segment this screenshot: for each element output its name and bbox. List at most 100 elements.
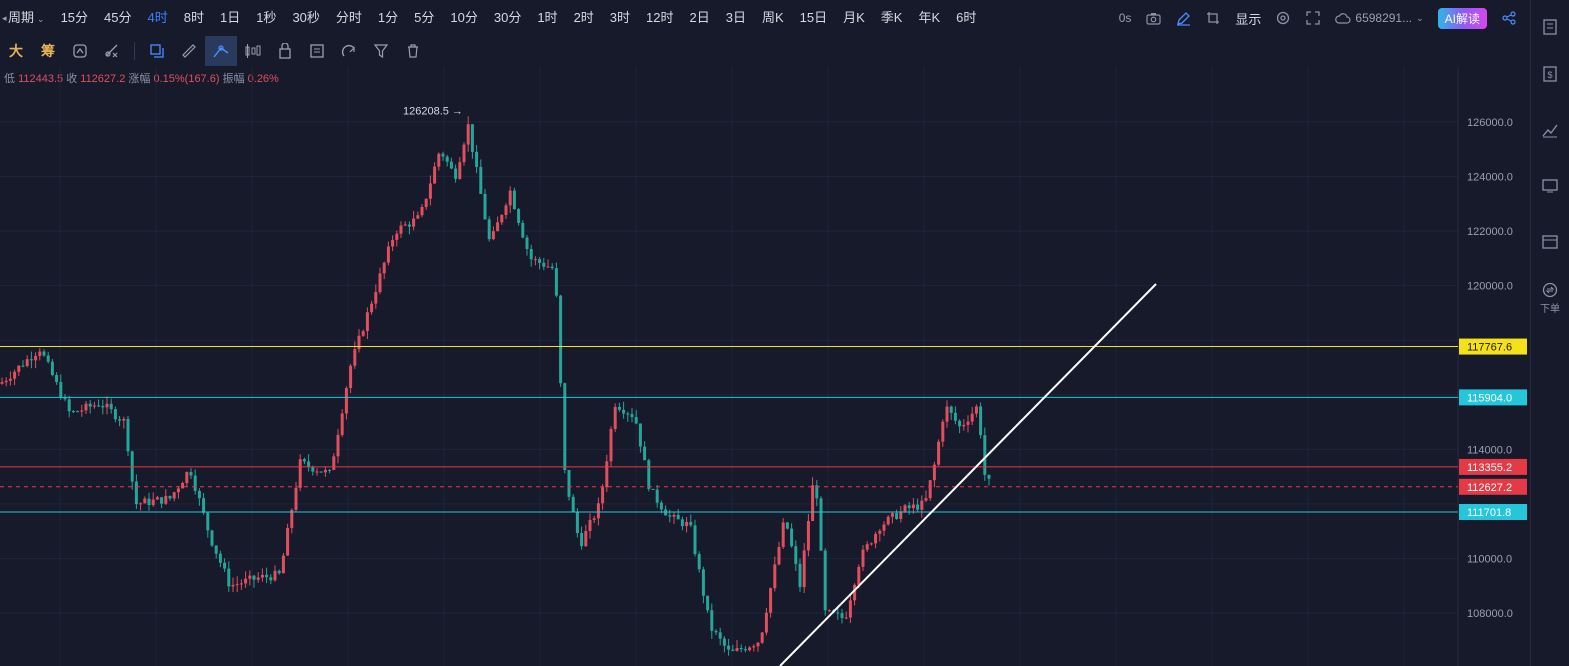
timeframe-2[interactable]: 4时 [147,10,168,25]
candle-body [760,632,764,643]
chevron-down-icon: ⌄ [37,14,45,24]
price-tick: 110000.0 [1467,553,1512,565]
candle-body [382,262,386,274]
candle-body [895,513,899,519]
timeframe-21[interactable]: 季K [880,10,903,25]
candle-body [802,550,806,588]
share-icon[interactable] [1501,10,1517,26]
place-order-button[interactable]: 下单 [1531,270,1569,326]
timeframe-1[interactable]: 45分 [104,10,132,25]
candle-body [903,505,907,512]
fullscreen-icon[interactable] [1305,10,1321,26]
candle-body [916,504,920,510]
chips-tool-button[interactable]: 筹 [41,43,55,59]
candle-body [113,409,117,420]
funding-icon[interactable]: $ [1531,46,1569,102]
candle-body [932,464,936,481]
period-selector[interactable]: 周期 ⌄ [8,0,53,36]
settings-gear-icon[interactable] [1275,10,1291,26]
candle-body [109,403,113,410]
candle-body [710,610,714,631]
candle-body [550,266,554,269]
timeframe-10[interactable]: 10分 [450,10,478,25]
divider [134,42,135,60]
trendline-tool-icon[interactable] [205,36,237,66]
countdown: 0s [1118,11,1132,25]
candle-body [122,418,126,421]
candle-body [319,471,323,473]
camera-icon[interactable] [1145,10,1161,26]
candle-body [353,349,357,366]
trash-icon[interactable] [397,36,429,66]
timeframe-9[interactable]: 5分 [414,10,435,25]
lock-icon[interactable] [269,36,301,66]
candle-body [974,406,978,414]
candle-body [517,209,521,223]
timeframe-3[interactable]: 8时 [183,10,204,25]
etf-icon[interactable] [1531,214,1569,270]
candle-body [609,429,613,462]
timeframe-18[interactable]: 周K [761,10,784,25]
orderbook-icon[interactable] [1531,8,1569,46]
clear-drawings-icon[interactable] [96,36,128,66]
timeframe-17[interactable]: 3日 [725,10,746,25]
candle-body [4,380,8,383]
candle-body [332,456,336,470]
filter-icon[interactable] [365,36,397,66]
candle-body [143,498,147,504]
candle-body [269,577,273,581]
big-tool-button[interactable]: 大 [9,43,23,59]
copy-icon[interactable] [141,36,173,66]
candle-body [676,514,680,520]
trend-chart-icon[interactable] [1531,102,1569,158]
notes-icon[interactable] [301,36,333,66]
monitor-icon[interactable] [1531,158,1569,214]
candle-body [727,645,731,650]
ruler-icon[interactable] [173,36,205,66]
crop-icon[interactable] [1205,10,1221,26]
candle-body [496,222,500,232]
candle-body [529,248,533,260]
candle-body [286,527,290,556]
display-button[interactable]: 显示 [1235,11,1262,27]
timeframe-14[interactable]: 3时 [609,10,631,25]
candle-body [281,555,285,574]
timeframe-6[interactable]: 30秒 [292,10,320,25]
candle-body [231,584,235,587]
chevron-down-icon: ⌄ [1416,12,1424,23]
timeframe-13[interactable]: 2时 [573,10,594,25]
candlestick-chart[interactable]: 126000.0 124000.0 122000.0 120000.0 114000.0… [0,68,1530,666]
timeframe-8[interactable]: 1分 [377,10,399,25]
timeframe-22[interactable]: 年K [918,10,941,25]
ai-analysis-button[interactable]: AI解读 [1437,7,1487,29]
timeframe-15[interactable]: 12时 [646,10,674,25]
timeframe-23[interactable]: 6时 [956,10,977,25]
draw-pen-icon[interactable] [1175,10,1191,26]
candle-body [424,198,428,207]
candle-body [13,371,17,379]
candle-body [92,405,96,407]
timeframe-7[interactable]: 分时 [335,10,362,25]
timeframe-11[interactable]: 30分 [493,10,522,25]
timeframe-12[interactable]: 1时 [537,10,558,25]
candle-body [924,498,928,501]
timeframe-20[interactable]: 月K [843,10,865,25]
timeframe-4[interactable]: 1日 [219,10,241,25]
account-selector[interactable]: 6598291... ⌄ [1335,11,1424,25]
candle-body [592,518,596,520]
magnet-icon[interactable] [333,36,365,66]
timeframe-5[interactable]: 1秒 [256,10,277,25]
compare-icon[interactable] [64,36,96,66]
candle-body [848,600,852,618]
candle-body [941,421,945,442]
menu-caret-icon[interactable]: ◂ [2,12,7,23]
price-tick: 124000.0 [1467,172,1513,184]
timeframe-0[interactable]: 15分 [60,10,89,25]
timeframe-16[interactable]: 2日 [689,10,710,25]
candle-body [458,162,462,179]
candles-icon[interactable] [237,36,269,66]
level-label: 117767.6 [1467,342,1512,354]
candle-body [861,549,865,567]
timeframe-19[interactable]: 15日 [799,10,828,25]
candle-body [542,262,546,267]
